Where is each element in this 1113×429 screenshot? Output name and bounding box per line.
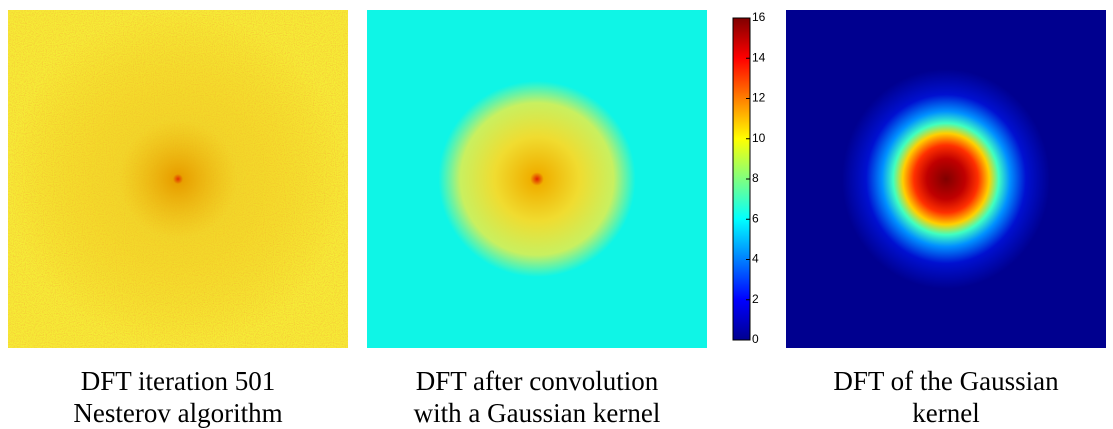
panel-image bbox=[8, 10, 348, 348]
tick-label: 0 bbox=[752, 332, 759, 346]
tick-label: 4 bbox=[752, 252, 759, 266]
tick-label: 10 bbox=[752, 131, 766, 145]
tick-label: 14 bbox=[752, 50, 766, 64]
tick-label: 12 bbox=[752, 91, 766, 105]
tick-label: 6 bbox=[752, 211, 759, 225]
panel-image bbox=[367, 10, 707, 348]
caption: DFT iteration 501 bbox=[81, 366, 275, 396]
caption: DFT of the Gaussian bbox=[833, 366, 1059, 396]
colorbar-ticks: 0 2 4 6 8 10 12 14 16 bbox=[746, 10, 766, 346]
caption: DFT after convolution bbox=[416, 366, 659, 396]
caption: Nesterov algorithm bbox=[73, 398, 282, 428]
tick-label: 16 bbox=[752, 10, 766, 24]
tick-label: 8 bbox=[752, 171, 759, 185]
panel-image bbox=[786, 10, 1106, 348]
caption: kernel bbox=[912, 398, 979, 428]
tick-label: 2 bbox=[752, 292, 759, 306]
caption: with a Gaussian kernel bbox=[414, 398, 661, 428]
